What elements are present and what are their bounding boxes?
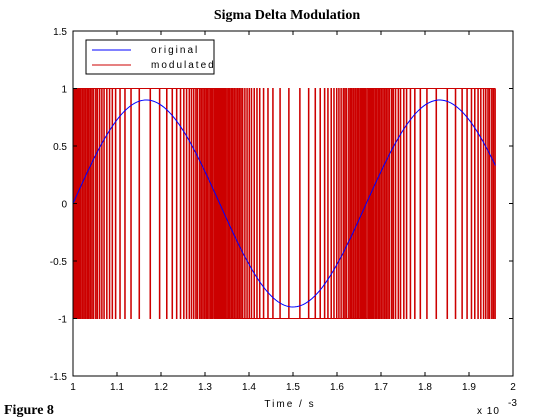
y-tick-label: 1 xyxy=(61,85,67,96)
y-tick-label: -1 xyxy=(58,315,67,326)
legend-box xyxy=(85,39,215,75)
x-tick-label: 1.9 xyxy=(462,382,476,393)
plot-frame xyxy=(72,30,514,377)
y-tick-label: 0.5 xyxy=(53,142,67,153)
y-tick-label: -1.5 xyxy=(50,372,68,383)
x-tick-label: 1.6 xyxy=(330,382,344,393)
chart-title: Sigma Delta Modulation xyxy=(214,8,360,23)
original-line xyxy=(72,99,496,308)
x-tick-label: 1 xyxy=(70,382,76,393)
x-tick-label: 1.3 xyxy=(198,382,212,393)
y-tick-label: -0.5 xyxy=(50,257,68,268)
tick-marks: 1 1.1 1.2 1.3 1.4 1.5 1.6 1.7 1.8 1.9 2 -1.5 -1 -0.5 0… xyxy=(50,27,516,393)
x-tick-label: 1.5 xyxy=(286,382,300,393)
x-tick-label: 1.4 xyxy=(242,382,256,393)
x-tick-label: 1.7 xyxy=(374,382,388,393)
y-tick-label: 1.5 xyxy=(53,27,67,38)
figure-label: Figure 8 xyxy=(4,403,54,418)
legend: original modulated xyxy=(85,39,216,75)
x-multiplier: x 10 -3 xyxy=(477,398,517,417)
x-multiplier-base: x 10 xyxy=(477,406,500,417)
x-axis-label: Time / s xyxy=(264,399,315,410)
x-tick-label: 1.1 xyxy=(110,382,124,393)
x-tick-label: 1.2 xyxy=(154,382,168,393)
x-tick-label: 2 xyxy=(510,382,516,393)
x-tick-label: 1.8 xyxy=(418,382,432,393)
legend-label-modulated: modulated xyxy=(151,60,216,71)
modulated-line xyxy=(73,88,496,319)
modulated-series xyxy=(73,88,496,319)
original-series xyxy=(72,99,496,308)
legend-label-original: original xyxy=(151,45,199,56)
x-multiplier-exponent: -3 xyxy=(508,398,517,409)
y-tick-label: 0 xyxy=(61,200,67,211)
